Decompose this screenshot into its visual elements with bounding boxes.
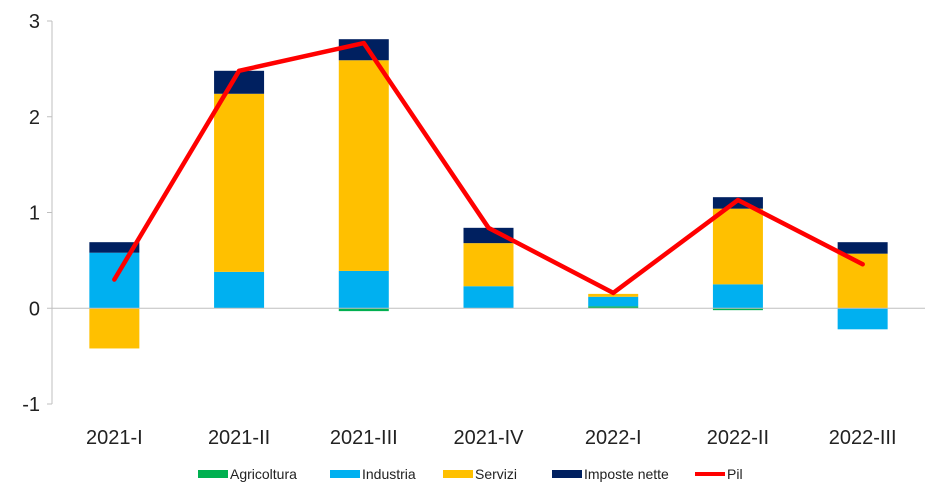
bar-agricoltura xyxy=(588,306,639,309)
bar-servizi xyxy=(214,93,265,272)
legend-label-imposte-nette: Imposte nette xyxy=(584,466,669,482)
y-tick-label: 1 xyxy=(29,203,40,225)
bar-servizi xyxy=(89,308,140,349)
x-tick-label: 2022-I xyxy=(585,427,642,449)
line-point xyxy=(486,225,491,230)
bar-industria xyxy=(837,308,888,330)
bar-imposte-nette xyxy=(712,197,763,209)
legend-label-servizi: Servizi xyxy=(475,466,517,482)
legend: Agricoltura Industria Servizi Imposte nette… xyxy=(198,466,743,482)
legend-swatch-industria xyxy=(330,470,360,478)
bars-layer xyxy=(89,39,888,349)
x-tick-label: 2021-III xyxy=(330,427,398,449)
line-point xyxy=(860,262,865,267)
legend-label-pil: Pil xyxy=(727,466,743,482)
x-tick-label: 2021-II xyxy=(208,427,270,449)
bar-imposte-nette xyxy=(89,242,140,253)
y-tick-label: 2 xyxy=(29,107,40,129)
bar-industria xyxy=(463,286,514,309)
legend-swatch-imposte-nette xyxy=(552,470,582,478)
bar-industria xyxy=(712,284,763,309)
line-point xyxy=(735,198,740,203)
line-layer xyxy=(112,40,865,296)
y-tick-label: 3 xyxy=(29,11,40,33)
bar-industria xyxy=(214,271,265,309)
x-ticks: 2021-I 2021-II 2021-III 2021-IV 2022-I 2022-I… xyxy=(86,427,897,449)
bar-imposte-nette xyxy=(837,242,888,254)
line-point xyxy=(611,290,616,295)
y-tick-label: 0 xyxy=(29,298,40,320)
bar-servizi xyxy=(712,208,763,285)
bar-servizi xyxy=(463,243,514,287)
line-point xyxy=(361,41,366,46)
x-tick-label: 2021-IV xyxy=(453,427,524,449)
bar-imposte-nette xyxy=(463,227,514,244)
bar-industria xyxy=(588,296,639,307)
legend-label-industria: Industria xyxy=(362,466,416,482)
bar-servizi xyxy=(338,60,389,271)
bar-industria xyxy=(338,270,389,309)
x-tick-label: 2022-III xyxy=(829,427,897,449)
bar-agricoltura xyxy=(712,308,763,311)
bar-agricoltura xyxy=(338,308,389,312)
legend-swatch-servizi xyxy=(443,470,473,478)
y-ticks: -1 0 1 2 3 xyxy=(22,11,52,416)
line-point xyxy=(112,277,117,282)
bar-servizi xyxy=(588,293,639,297)
legend-swatch-agricoltura xyxy=(198,470,228,478)
y-tick-label: -1 xyxy=(22,394,40,416)
line-point xyxy=(237,68,242,73)
x-tick-label: 2021-I xyxy=(86,427,143,449)
legend-label-agricoltura: Agricoltura xyxy=(230,466,297,482)
x-tick-label: 2022-II xyxy=(707,427,769,449)
